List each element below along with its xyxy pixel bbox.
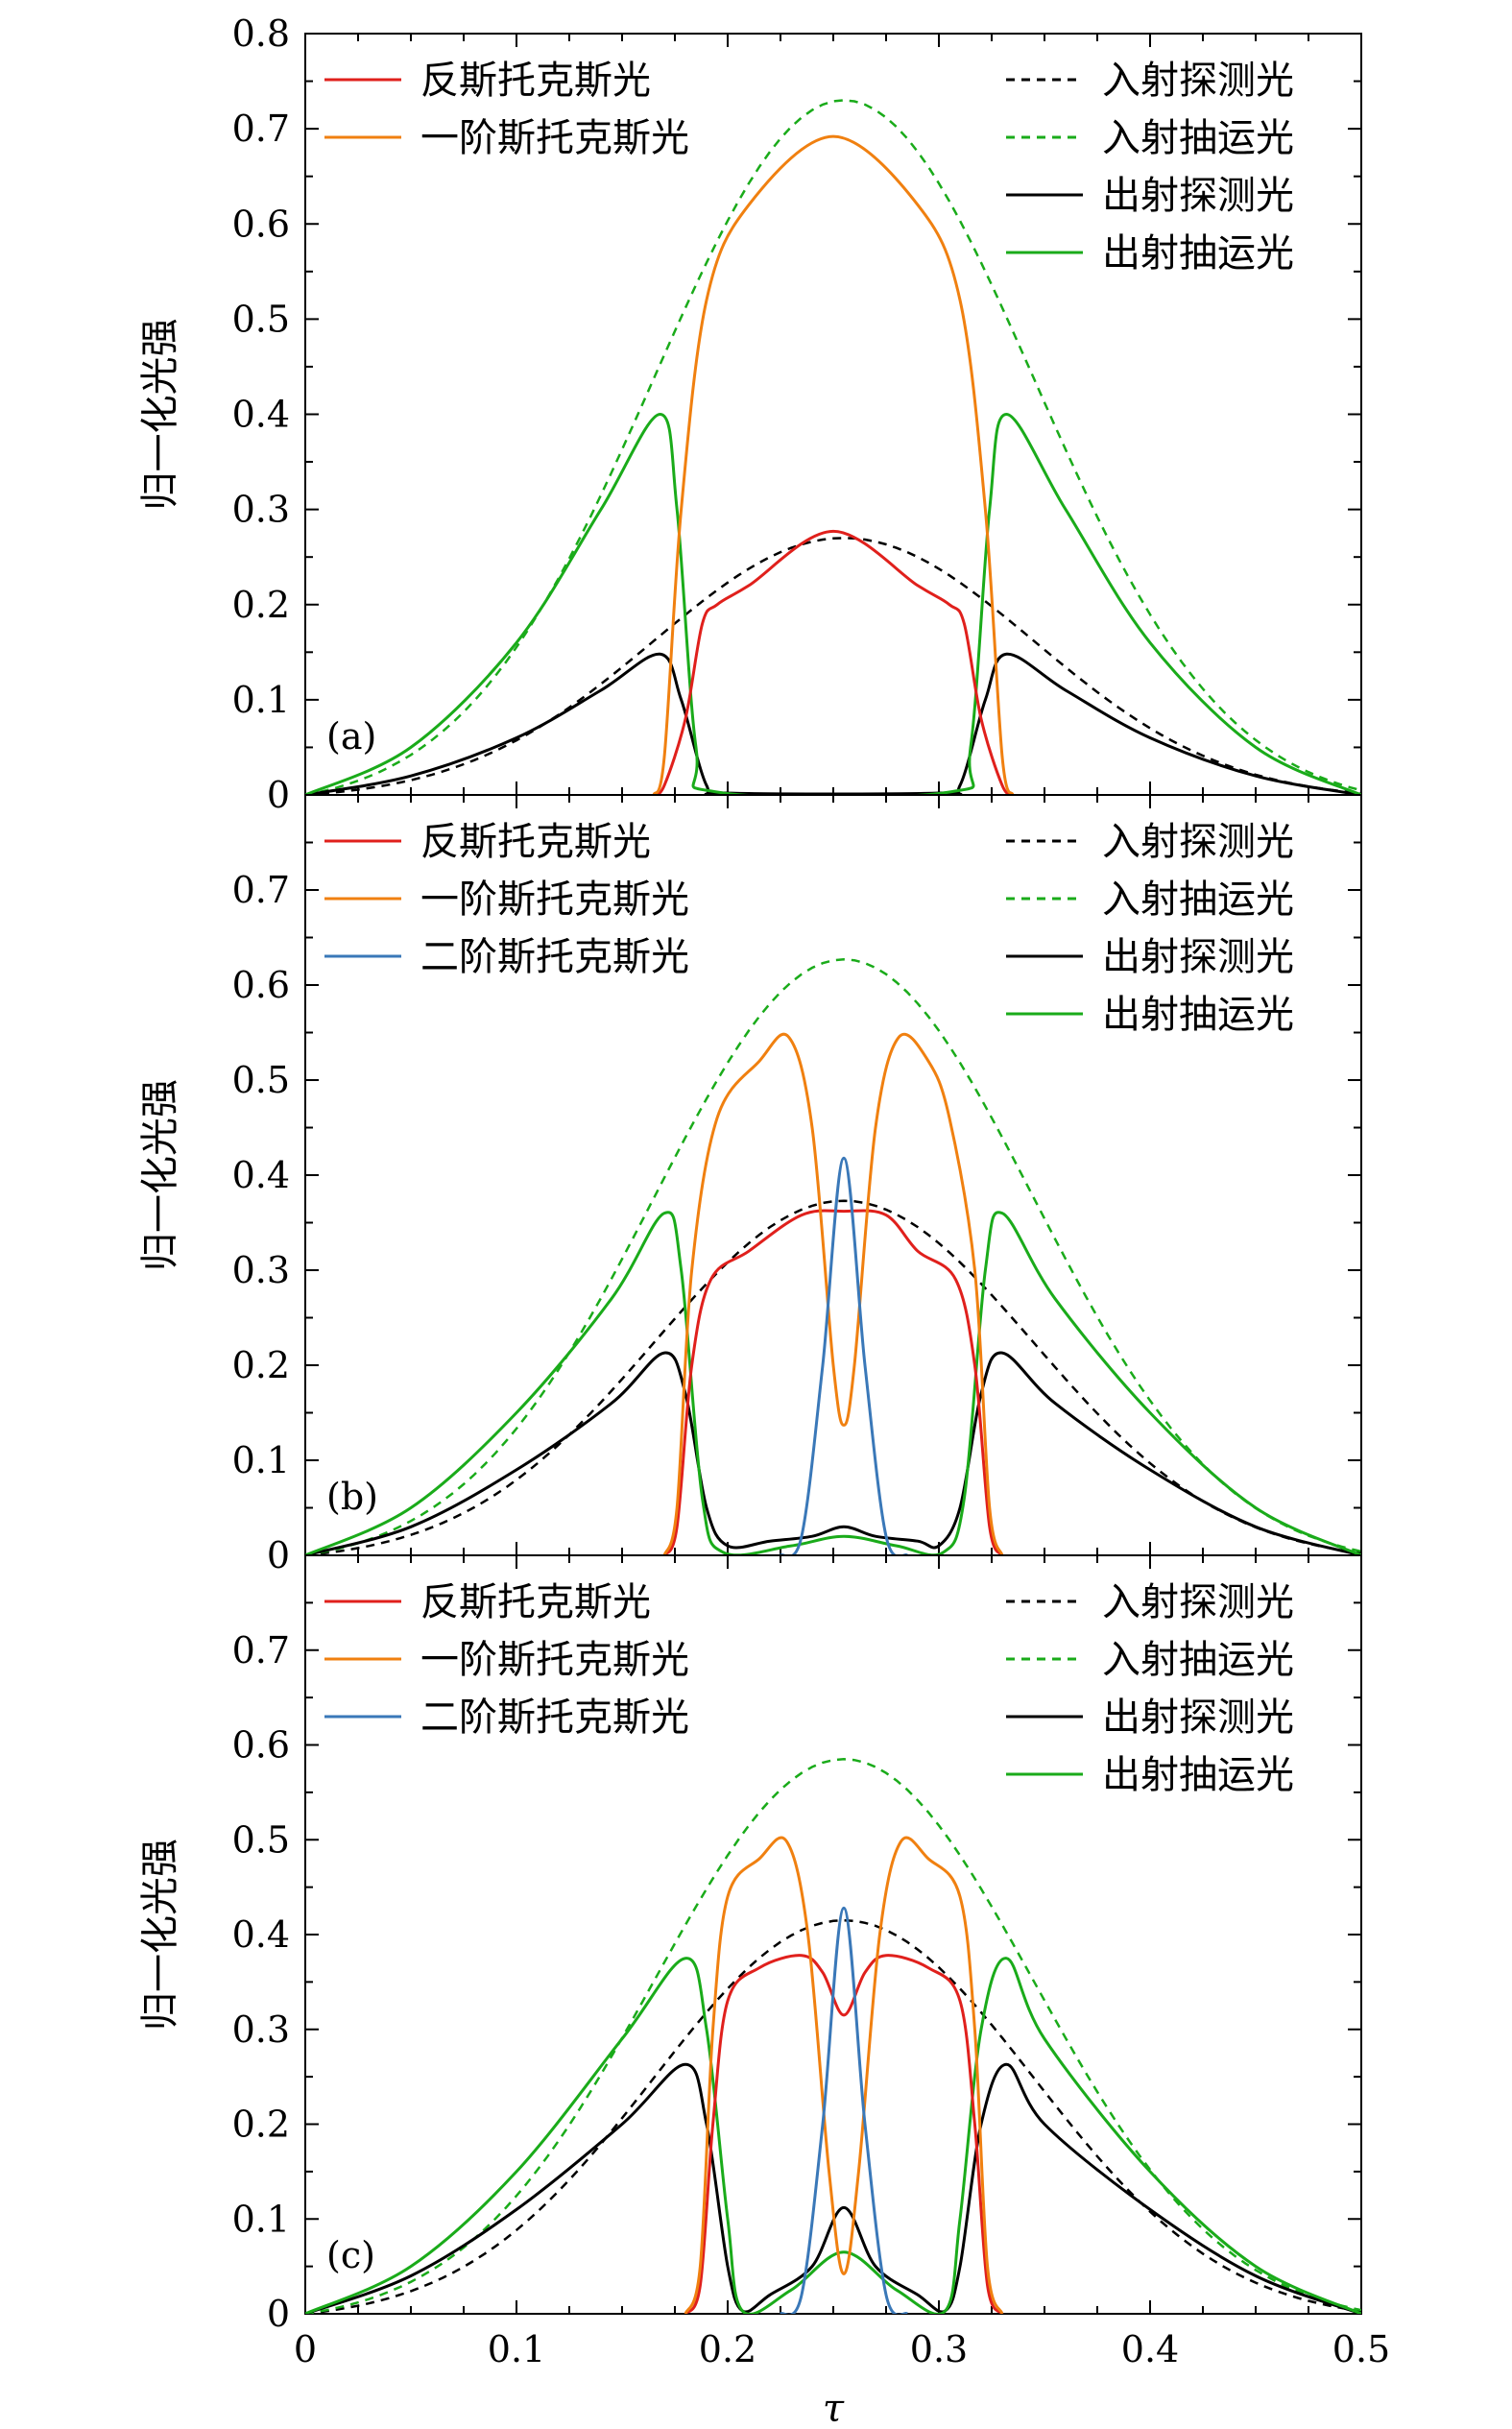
x-tick-label: 0.1 bbox=[488, 2328, 545, 2370]
legend-label: 二阶斯托克斯光 bbox=[420, 935, 689, 979]
chart-panel-1: 0 0.1 0.2 0.3 0.4 0.5 0.6 0.7 0.8 (a) 归一化光强 反斯托克斯光一… bbox=[138, 12, 1362, 816]
chart-panel-3: 0 0.1 0.2 0.3 0.4 0.5 0.6 0.7 0 0.1 0.2 0.3 0.4 0.5 (c… bbox=[138, 1554, 1390, 2429]
series-line-7 bbox=[780, 1906, 908, 2314]
legend-label: 出射探测光 bbox=[1102, 174, 1294, 218]
y-axis-label: 归一化光强 bbox=[138, 319, 182, 511]
series-line-4 bbox=[305, 1957, 1361, 2314]
series-line-5 bbox=[652, 529, 1015, 795]
y-tick-label: 0.1 bbox=[232, 1439, 290, 1481]
x-tick-label: 0.3 bbox=[910, 2328, 968, 2370]
y-tick-label: 0.5 bbox=[232, 298, 290, 340]
legend-label: 入射探测光 bbox=[1102, 820, 1294, 864]
y-tick-label: 0.2 bbox=[232, 584, 290, 626]
legend-label: 出射抽运光 bbox=[1102, 231, 1294, 276]
legend-label: 入射抽运光 bbox=[1102, 116, 1294, 160]
y-tick-label: 0 bbox=[267, 774, 290, 816]
legend-label: 入射探测光 bbox=[1102, 59, 1294, 103]
legend-label: 入射探测光 bbox=[1102, 1580, 1294, 1624]
series-group bbox=[305, 1758, 1361, 2314]
series-line-4 bbox=[305, 1211, 1361, 1555]
legend-label: 一阶斯托克斯光 bbox=[420, 116, 689, 160]
legend-label: 入射抽运光 bbox=[1102, 1638, 1294, 1682]
legend-label: 反斯托克斯光 bbox=[420, 1580, 651, 1624]
legend-label: 二阶斯托克斯光 bbox=[420, 1695, 689, 1740]
legend-label: 出射探测光 bbox=[1102, 1695, 1294, 1740]
y-tick-label: 0.4 bbox=[232, 394, 290, 436]
series-line-3 bbox=[305, 652, 1361, 795]
y-tick-label: 0.6 bbox=[232, 964, 290, 1006]
legend-label: 一阶斯托克斯光 bbox=[420, 878, 689, 922]
series-line-1 bbox=[305, 537, 1361, 795]
series-line-6 bbox=[652, 134, 1015, 795]
y-tick-label: 0.6 bbox=[232, 203, 290, 245]
y-tick-label: 0.8 bbox=[232, 12, 290, 55]
y-tick-label: 0.2 bbox=[232, 2104, 290, 2146]
x-tick-label: 0.2 bbox=[699, 2328, 756, 2370]
series-line-2 bbox=[305, 958, 1361, 1555]
y-tick-label: 0.7 bbox=[232, 108, 290, 150]
series-line-3 bbox=[305, 2062, 1361, 2314]
panel-label: (c) bbox=[326, 2234, 375, 2276]
y-tick-label: 0 bbox=[267, 1534, 290, 1576]
series-line-4 bbox=[305, 412, 1361, 795]
x-tick-label: 0 bbox=[294, 2328, 317, 2370]
series-line-3 bbox=[305, 1351, 1361, 1555]
series-group bbox=[305, 958, 1361, 1555]
series-line-6 bbox=[662, 1032, 1004, 1555]
x-tick-label: 0.4 bbox=[1121, 2328, 1179, 2370]
y-tick-label: 0.3 bbox=[232, 1249, 290, 1291]
legend-label: 一阶斯托克斯光 bbox=[420, 1638, 689, 1682]
series-line-5 bbox=[684, 1954, 1004, 2314]
panel-label: (b) bbox=[326, 1476, 378, 1518]
chart-panel-2: 0 0.1 0.2 0.3 0.4 0.5 0.6 0.7 (b) 归一化光强 反斯托克斯光一阶斯托… bbox=[138, 794, 1362, 1576]
y-tick-label: 0.6 bbox=[232, 1724, 290, 1767]
series-line-1 bbox=[305, 1918, 1361, 2314]
series-group bbox=[305, 99, 1361, 795]
y-tick-label: 0 bbox=[267, 2293, 290, 2335]
panel-label: (a) bbox=[326, 715, 376, 758]
y-tick-label: 0.1 bbox=[232, 679, 290, 721]
legend-label: 入射抽运光 bbox=[1102, 878, 1294, 922]
y-axis-label: 归一化光强 bbox=[138, 1079, 182, 1271]
y-tick-label: 0.2 bbox=[232, 1344, 290, 1386]
y-tick-label: 0.3 bbox=[232, 2008, 290, 2051]
legend-label: 出射抽运光 bbox=[1102, 993, 1294, 1037]
legend-label: 反斯托克斯光 bbox=[420, 59, 651, 103]
legend-label: 反斯托克斯光 bbox=[420, 820, 651, 864]
series-line-5 bbox=[662, 1209, 1004, 1555]
y-tick-label: 0.5 bbox=[232, 1818, 290, 1861]
x-axis-label: τ bbox=[823, 2387, 845, 2429]
series-line-2 bbox=[305, 99, 1361, 795]
y-tick-label: 0.1 bbox=[232, 2198, 290, 2240]
y-tick-label: 0.4 bbox=[232, 1154, 290, 1196]
y-tick-label: 0.4 bbox=[232, 1913, 290, 1956]
y-tick-label: 0.3 bbox=[232, 489, 290, 531]
y-tick-label: 0.7 bbox=[232, 869, 290, 911]
series-line-6 bbox=[684, 1836, 1004, 2314]
x-tick-label: 0.5 bbox=[1332, 2328, 1390, 2370]
y-axis-label: 归一化光强 bbox=[138, 1839, 182, 2031]
series-line-7 bbox=[780, 1156, 908, 1555]
y-tick-label: 0.7 bbox=[232, 1629, 290, 1671]
y-tick-label: 0.5 bbox=[232, 1059, 290, 1101]
legend-label: 出射抽运光 bbox=[1102, 1753, 1294, 1797]
legend-label: 出射探测光 bbox=[1102, 935, 1294, 979]
series-line-2 bbox=[305, 1758, 1361, 2314]
